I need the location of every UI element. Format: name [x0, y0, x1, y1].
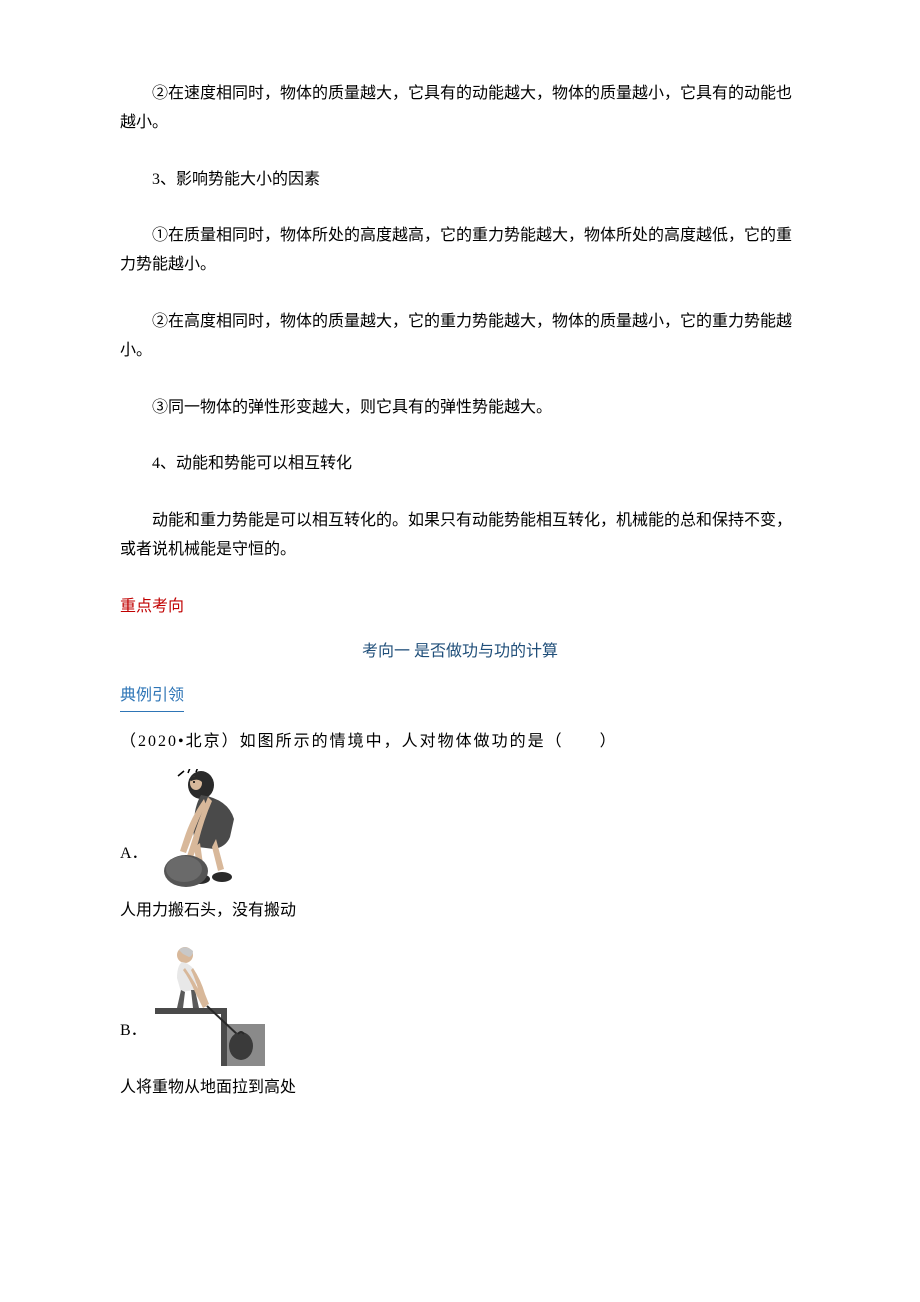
- paragraph-elastic-potential: ③同一物体的弹性形变越大，则它具有的弹性势能越大。: [120, 394, 800, 423]
- option-b-row: B．: [120, 946, 800, 1066]
- label-example-lead: 典例引领: [120, 682, 184, 712]
- option-a-letter: A．: [120, 840, 148, 889]
- illustration-a-person-lifting-rock: [156, 769, 276, 889]
- title-direction-one: 考向一 是否做功与功的计算: [120, 638, 800, 667]
- label-row-example: 典例引领: [120, 682, 800, 720]
- illustration-b-svg: [155, 946, 265, 1066]
- question-stem: （2020•北京）如图所示的情境中，人对物体做功的是（ ）: [120, 728, 800, 757]
- illustration-a-svg: [156, 769, 276, 889]
- heading-potential-factors: 3、影响势能大小的因素: [120, 166, 800, 195]
- paragraph-potential-height: ①在质量相同时，物体所处的高度越高，它的重力势能越大，物体所处的高度越低，它的重…: [120, 222, 800, 280]
- heading-energy-conversion: 4、动能和势能可以相互转化: [120, 450, 800, 479]
- illustration-b-person-pulling-weight: [155, 946, 265, 1066]
- label-key-direction: 重点考向: [120, 593, 800, 622]
- option-b-letter: B．: [120, 1017, 147, 1066]
- paragraph-energy-conservation: 动能和重力势能是可以相互转化的。如果只有动能势能相互转化，机械能的总和保持不变，…: [120, 507, 800, 565]
- paragraph-kinetic-mass: ②在速度相同时，物体的质量越大，它具有的动能越大，物体的质量越小，它具有的动能也…: [120, 80, 800, 138]
- option-a-caption: 人用力搬石头，没有搬动: [120, 897, 800, 926]
- paragraph-potential-mass: ②在高度相同时，物体的质量越大，它的重力势能越大，物体的质量越小，它的重力势能越…: [120, 308, 800, 366]
- option-a-row: A．: [120, 769, 800, 889]
- option-b-caption: 人将重物从地面拉到高处: [120, 1074, 800, 1103]
